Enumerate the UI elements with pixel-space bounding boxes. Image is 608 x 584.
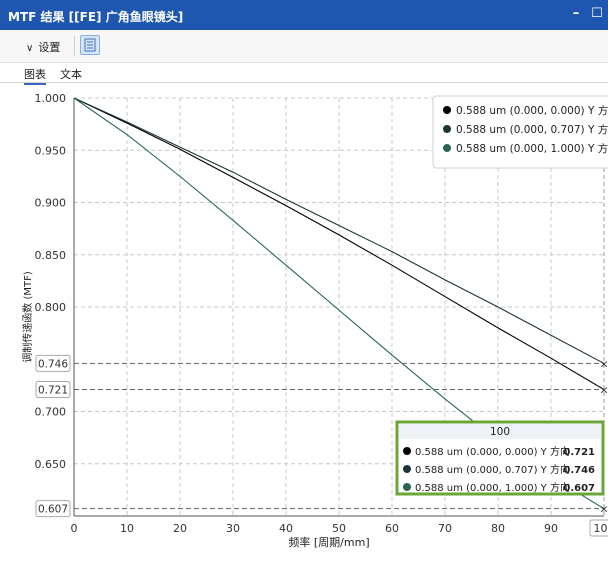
list-view-icon xyxy=(81,36,99,54)
x-tick-label: 40 xyxy=(279,522,293,535)
x-tick-label: 30 xyxy=(226,522,240,535)
tab-divider xyxy=(0,82,608,83)
minimize-button[interactable]: – xyxy=(568,5,584,23)
tooltip-header: 100 xyxy=(490,426,510,438)
maximize-button[interactable]: ☐ xyxy=(589,5,605,23)
title-bar[interactable]: MTF 结果 [[FE] 广角鱼眼镜头] – ☐ xyxy=(0,0,608,30)
tooltip-value: 0.721 xyxy=(563,447,595,458)
x-tick-label: 20 xyxy=(173,522,187,535)
x-tick-label: 0 xyxy=(71,522,78,535)
toolbar-divider xyxy=(74,36,75,56)
list-view-button[interactable] xyxy=(80,35,100,55)
y-tick-label: 0.700 xyxy=(35,406,67,419)
x-axis-title: 频率 [周期/mm] xyxy=(288,535,369,549)
y-tick-label: 0.900 xyxy=(35,197,67,210)
tooltip-series-name: 0.588 um (0.000, 1.000) Y 方向 xyxy=(415,481,570,494)
x-tick-label: 70 xyxy=(438,522,452,535)
legend-entry: 0.588 um (0.000, 1.000) Y 方向 xyxy=(456,142,608,155)
legend-marker xyxy=(443,144,451,152)
tooltip-marker xyxy=(403,447,411,455)
mtf-chart[interactable]: 1.000 0.950 0.900 0.850 0.800 0.700 0.650 0 10 20… xyxy=(14,86,608,580)
crosshair-marker: × xyxy=(599,357,608,370)
tooltip-value: 0.746 xyxy=(563,465,595,476)
y-tick-label: 0.650 xyxy=(35,458,67,471)
crosshair-y-label: 0.746 xyxy=(38,358,68,370)
y-tick-label: 0.800 xyxy=(35,301,67,314)
y-tick-label: 0.950 xyxy=(35,144,67,157)
y-tick-label: 0.850 xyxy=(35,249,67,262)
chevron-down-icon: ∨ xyxy=(26,43,33,54)
settings-menu[interactable]: ∨ 设置 xyxy=(26,39,60,55)
crosshair-y-label: 0.721 xyxy=(38,385,68,397)
toolbar: ∨ 设置 xyxy=(0,30,608,63)
settings-label: 设置 xyxy=(38,41,60,54)
x-tick-label: 50 xyxy=(332,522,346,535)
x-tick-label: 90 xyxy=(544,522,558,535)
crosshair-marker: × xyxy=(599,384,608,397)
tab-text[interactable]: 文本 xyxy=(60,66,82,82)
tooltip-marker xyxy=(403,483,411,491)
tooltip-marker xyxy=(403,465,411,473)
legend-entry: 0.588 um (0.000, 0.000) Y 方向 xyxy=(456,104,608,117)
tooltip-series-name: 0.588 um (0.000, 0.000) Y 方向 xyxy=(415,445,570,458)
view-tabs: 图表 文本 xyxy=(0,63,608,83)
y-tick-label: 1.000 xyxy=(35,92,67,105)
crosshair-x-label: 100 xyxy=(594,522,608,535)
legend-entry: 0.588 um (0.000, 0.707) Y 方向 xyxy=(456,123,608,136)
crosshair-y-label: 0.607 xyxy=(38,504,68,516)
window-title: MTF 结果 [[FE] 广角鱼眼镜头] xyxy=(8,8,183,25)
tooltip-value: 0.607 xyxy=(563,483,595,494)
crosshair-marker: × xyxy=(599,503,608,516)
y-axis-title: 调制传递函数 (MTF) xyxy=(21,271,34,363)
tooltip-series-name: 0.588 um (0.000, 0.707) Y 方向 xyxy=(415,463,570,476)
x-tick-label: 60 xyxy=(385,522,399,535)
chart-panel[interactable]: 1.000 0.950 0.900 0.850 0.800 0.700 0.650 0 10 20… xyxy=(14,86,608,580)
x-tick-label: 10 xyxy=(120,522,134,535)
x-tick-label: 80 xyxy=(491,522,505,535)
legend-marker xyxy=(443,106,451,114)
legend-marker xyxy=(443,125,451,133)
